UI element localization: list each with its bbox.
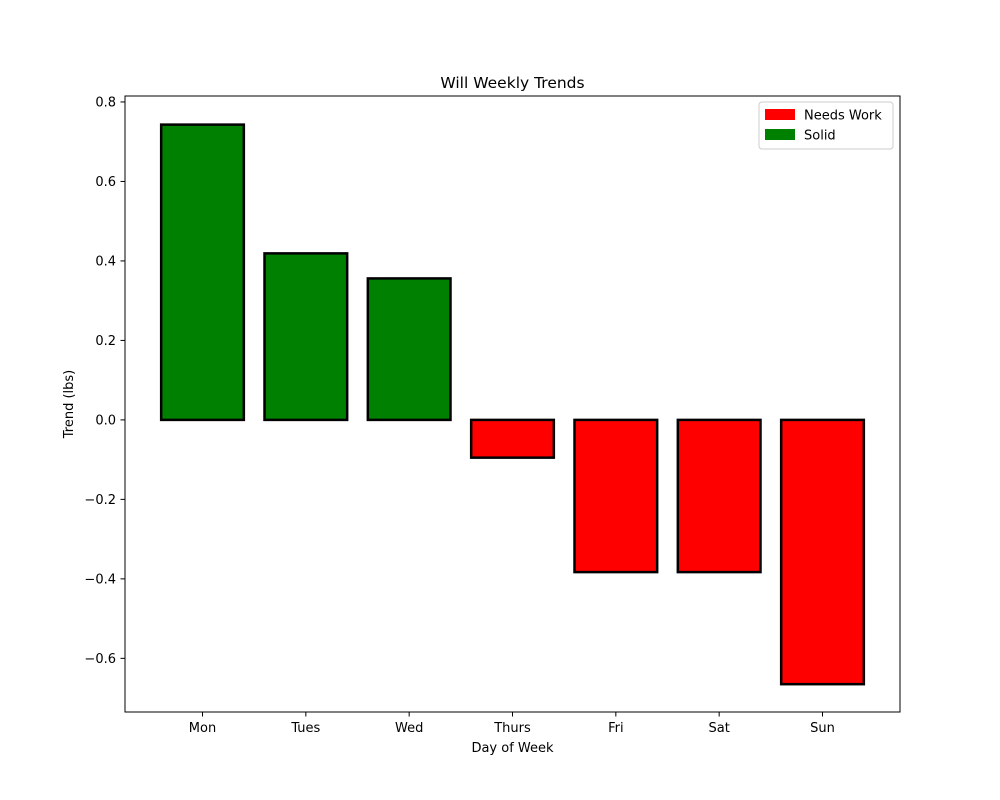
y-tick-label: 0.4 — [95, 254, 116, 269]
x-tick-label: Tues — [290, 721, 320, 736]
bar-mon — [159, 123, 246, 422]
bar-sat — [676, 418, 762, 574]
bars-group — [159, 123, 866, 686]
bar-wed — [366, 277, 452, 422]
bar-thurs — [469, 418, 556, 459]
legend-label: Needs Work — [804, 109, 882, 124]
x-tick-label: Wed — [395, 721, 423, 736]
x-axis-label: Day of Week — [471, 741, 554, 756]
y-tick-label: −0.6 — [84, 652, 116, 667]
y-tick-label: 0.0 — [95, 413, 116, 428]
bar-fri — [573, 418, 659, 574]
y-tick-label: 0.6 — [95, 175, 116, 190]
y-axis-label: Trend (lbs) — [62, 370, 77, 440]
x-tick-label: Sun — [810, 721, 835, 736]
y-tick-label: −0.4 — [84, 572, 116, 587]
x-tick-label: Sat — [709, 721, 730, 736]
x-tick-label: Mon — [189, 721, 216, 736]
legend-label: Solid — [804, 129, 836, 144]
chart-title: Will Weekly Trends — [440, 74, 584, 92]
y-tick-label: 0.2 — [95, 334, 116, 349]
y-axis: −0.6 −0.4 −0.2 0.0 0.2 0.4 0.6 0.8 — [84, 95, 125, 667]
x-tick-label: Thurs — [493, 721, 531, 736]
x-axis: Mon Tues Wed Thurs Fri Sat Sun — [189, 712, 835, 736]
x-tick-label: Fri — [608, 721, 624, 736]
bar-tues — [263, 252, 349, 422]
y-tick-label: −0.2 — [84, 493, 116, 508]
legend-swatch — [765, 109, 795, 120]
y-tick-label: 0.8 — [95, 95, 116, 110]
bar-sun — [779, 418, 866, 686]
legend: Needs Work Solid — [758, 101, 894, 150]
legend-swatch — [765, 129, 795, 140]
